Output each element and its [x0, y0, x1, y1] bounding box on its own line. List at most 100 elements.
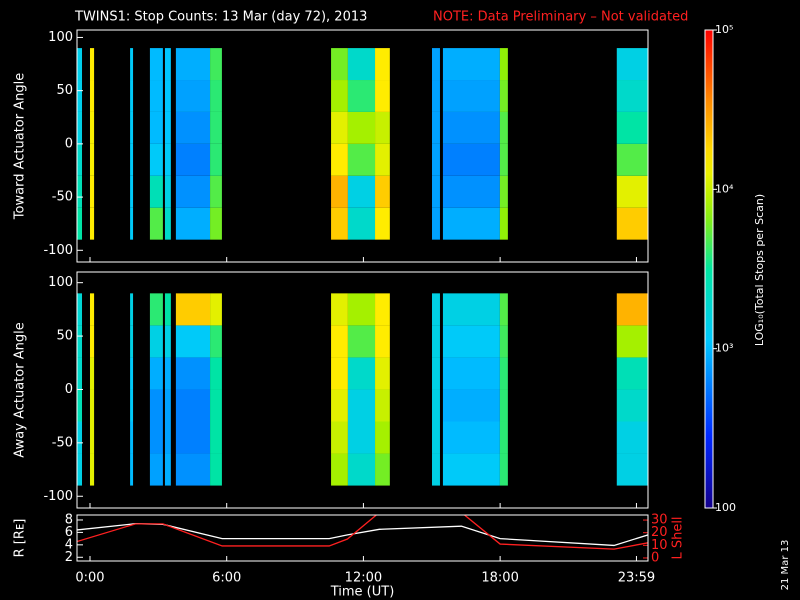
chart-title: TWINS1: Stop Counts: 13 Mar (day 72), 20…: [74, 10, 367, 25]
y-tick-label: 100: [48, 30, 73, 45]
heat-cell: [347, 48, 376, 81]
heat-cell: [499, 48, 508, 81]
heat-cell: [210, 143, 222, 176]
heat-cell: [210, 175, 222, 208]
heat-cell: [89, 175, 95, 208]
colorbar-tick-label: 100: [715, 501, 736, 514]
heat-cell: [164, 293, 171, 326]
heat-cell: [499, 143, 508, 176]
heat-cell: [89, 293, 95, 326]
heat-cell: [164, 421, 171, 454]
y-tick-label: 50: [56, 329, 73, 344]
heat-cell: [77, 143, 83, 176]
heat-cell: [164, 175, 171, 208]
heat-cell: [89, 111, 95, 144]
heat-cell: [499, 293, 508, 326]
colorbar: [704, 29, 714, 509]
heat-cell: [331, 357, 348, 390]
y2-tick-label: 30: [651, 513, 668, 528]
heat-cell: [375, 207, 390, 240]
heat-cell: [431, 80, 440, 112]
heat-cell: [375, 293, 390, 326]
heat-cell: [175, 80, 211, 112]
heat-cell: [210, 325, 222, 358]
heat-cell: [149, 143, 163, 176]
heat-cell: [347, 389, 376, 422]
heat-cell: [499, 175, 508, 208]
heat-cell: [331, 293, 348, 326]
y-tick-label: 6: [65, 525, 73, 540]
heat-cell: [130, 175, 134, 208]
heat-cell: [77, 175, 83, 208]
y-tick-label: 0: [65, 382, 73, 397]
x-tick-label: 12:00: [345, 571, 382, 586]
heat-cell: [164, 48, 171, 81]
line-group: [77, 515, 648, 550]
colorbar-tick-label: 10⁴: [715, 182, 734, 195]
heat-cell: [77, 421, 83, 454]
heat-cell: [89, 207, 95, 240]
heat-cell: [175, 48, 211, 81]
heat-cell: [89, 421, 95, 454]
heat-cell: [616, 207, 648, 240]
heat-cell: [616, 325, 648, 358]
heat-cell: [375, 453, 390, 486]
heat-cell: [331, 325, 348, 358]
heat-cell: [616, 389, 648, 422]
y-tick-label: -100: [43, 489, 73, 504]
note: NOTE: Data Preliminary – Not validated: [433, 10, 688, 25]
heat-cell: [616, 421, 648, 454]
y-tick-label: -100: [43, 243, 73, 258]
heat-cell: [347, 325, 376, 358]
heat-cell: [210, 357, 222, 390]
heat-cell: [499, 421, 508, 454]
heat-cell: [347, 357, 376, 390]
series-line: [77, 515, 648, 550]
heat-cell: [431, 325, 440, 358]
heat-cell: [442, 389, 500, 422]
heat-cell: [77, 389, 83, 422]
axes-frame: [76, 514, 649, 562]
heat-cell: [89, 48, 95, 81]
heat-cell: [442, 207, 500, 240]
y2-tick-label: 0: [651, 550, 659, 565]
heat-cell: [175, 453, 211, 486]
colorbar-tick-label: 10⁵: [715, 23, 733, 36]
heat-cell: [175, 143, 211, 176]
heat-cell: [130, 80, 134, 112]
heat-cell: [130, 293, 134, 326]
heat-cell: [431, 293, 440, 326]
heat-cell: [331, 111, 348, 144]
y-tick-label: 50: [56, 83, 73, 98]
y-tick-label: 4: [65, 537, 73, 552]
y-axis-label: Toward Actuator Angle: [13, 73, 28, 220]
heat-cell: [431, 389, 440, 422]
heat-cell: [175, 389, 211, 422]
heat-cell: [347, 207, 376, 240]
x-tick-label: 23:59: [618, 571, 655, 586]
heat-cell: [149, 80, 163, 112]
heat-cell: [149, 207, 163, 240]
heat-cell: [442, 175, 500, 208]
heat-cell: [164, 207, 171, 240]
heat-cell: [210, 421, 222, 454]
heat-cell: [347, 111, 376, 144]
y2-tick-label: 20: [651, 525, 668, 540]
heat-cell: [89, 325, 95, 358]
heat-cell: [130, 325, 134, 358]
heat-cell: [164, 453, 171, 486]
y-tick-label: -50: [52, 190, 73, 205]
heat-cell: [149, 421, 163, 454]
heat-cell: [331, 48, 348, 81]
heat-cell: [210, 453, 222, 486]
heat-cell: [149, 111, 163, 144]
axes-frame: [76, 29, 649, 263]
heat-cell: [431, 48, 440, 81]
heat-cell: [375, 357, 390, 390]
heat-cell: [175, 357, 211, 390]
heat-cell: [347, 80, 376, 112]
heat-cell: [89, 143, 95, 176]
heat-cell: [210, 207, 222, 240]
heat-cell: [442, 293, 500, 326]
heat-cell: [77, 207, 83, 240]
